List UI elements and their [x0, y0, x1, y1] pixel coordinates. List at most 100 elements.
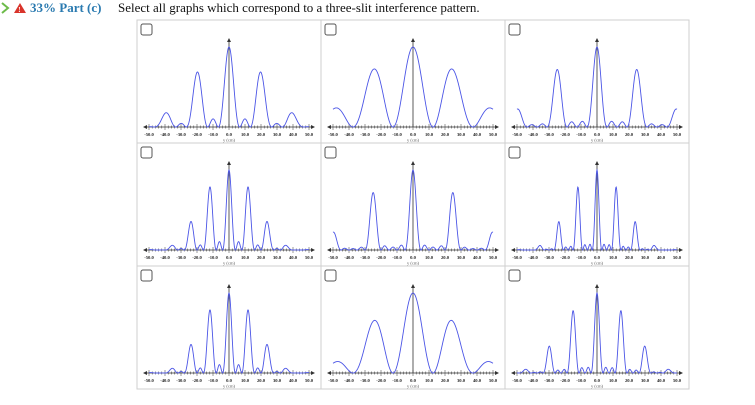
x-tick-label: 30.0: [273, 255, 282, 260]
warning-mark: !: [18, 6, 20, 14]
x-tick-label: -40.0: [160, 378, 170, 383]
x-tick-label: -20.0: [192, 255, 202, 260]
checkbox[interactable]: [140, 23, 153, 36]
x-tick-label: -40.0: [528, 378, 538, 383]
x-tick-label: 40.0: [473, 255, 482, 260]
part-label: 33% Part (c): [30, 0, 101, 15]
x-tick-label: 10.0: [425, 255, 434, 260]
x-tick-label: 10.0: [425, 132, 434, 137]
x-tick-label: 20.0: [257, 132, 266, 137]
x-axis-label: y (cm): [407, 261, 420, 266]
graph-cell: -50.0 -40.0 -30.0 -20.0 -10.0 0.0 10.0 20.0 30.0…: [136, 19, 322, 144]
x-axis-label: y (cm): [223, 261, 236, 266]
x-tick-label: -10.0: [208, 378, 218, 383]
graph-cell: -50.0 -40.0 -30.0 -20.0 -10.0 0.0 10.0 20.0 30.0…: [320, 142, 506, 267]
x-tick-label: -30.0: [176, 132, 186, 137]
x-axis-label: y (cm): [591, 261, 604, 266]
graph-cell: -50.0 -40.0 -30.0 -20.0 -10.0 0.0 10.0 20.0 30.0…: [320, 19, 506, 144]
x-tick-label: 40.0: [473, 132, 482, 137]
checkbox[interactable]: [508, 269, 521, 282]
x-tick-label: 0.0: [410, 255, 416, 260]
x-tick-label: 0.0: [410, 378, 416, 383]
x-tick-label: -50.0: [328, 132, 338, 137]
axis-arrow: [227, 284, 231, 288]
axis-arrow: [595, 161, 599, 165]
checkbox[interactable]: [508, 23, 521, 36]
x-tick-label: -40.0: [344, 378, 354, 383]
x-tick-label: 40.0: [657, 255, 666, 260]
x-tick-label: 20.0: [441, 255, 450, 260]
x-tick-label: -30.0: [544, 255, 554, 260]
x-tick-label: -30.0: [360, 132, 370, 137]
axis-arrow: [411, 161, 415, 165]
x-tick-label: 40.0: [473, 378, 482, 383]
x-tick-label: 0.0: [594, 378, 600, 383]
checkbox[interactable]: [324, 269, 337, 282]
x-tick-label: -40.0: [344, 132, 354, 137]
axis-arrow: [227, 161, 231, 165]
x-tick-label: 30.0: [457, 255, 466, 260]
x-axis-label: y (cm): [407, 384, 420, 389]
x-tick-label: -50.0: [144, 132, 154, 137]
graph-cell: -50.0 -40.0 -30.0 -20.0 -10.0 0.0 10.0 20.0 30.0…: [136, 265, 322, 390]
x-tick-label: 10.0: [425, 378, 434, 383]
x-tick-label: 0.0: [594, 255, 600, 260]
x-axis-label: y (cm): [591, 138, 604, 143]
x-tick-label: 10.0: [241, 255, 250, 260]
x-tick-label: 10.0: [609, 255, 618, 260]
x-tick-label: -20.0: [376, 132, 386, 137]
x-tick-label: 20.0: [625, 255, 634, 260]
x-tick-label: -20.0: [560, 255, 570, 260]
x-tick-label: -30.0: [360, 255, 370, 260]
checkbox[interactable]: [140, 269, 153, 282]
intensity-curve: [148, 292, 310, 374]
x-tick-label: 30.0: [457, 378, 466, 383]
intensity-curve: [148, 46, 310, 128]
x-tick-label: 50.0: [305, 378, 314, 383]
x-tick-label: 10.0: [609, 132, 618, 137]
graph-grid: -50.0 -40.0 -30.0 -20.0 -10.0 0.0 10.0 20.0 30.0…: [136, 19, 690, 390]
x-tick-label: 0.0: [226, 378, 232, 383]
x-tick-label: 20.0: [257, 378, 266, 383]
x-tick-label: -50.0: [328, 378, 338, 383]
x-tick-label: -20.0: [376, 378, 386, 383]
checkbox[interactable]: [508, 146, 521, 159]
prompt: Select all graphs which correspond to a …: [118, 0, 480, 15]
x-tick-label: -40.0: [344, 255, 354, 260]
intensity-curve: [148, 169, 310, 251]
x-tick-label: -10.0: [576, 255, 586, 260]
intensity-curve: [516, 291, 678, 374]
x-tick-label: -10.0: [392, 378, 402, 383]
warning-icon: [14, 3, 26, 13]
x-tick-label: -50.0: [512, 132, 522, 137]
checkbox[interactable]: [140, 146, 153, 159]
x-tick-label: 40.0: [657, 378, 666, 383]
x-tick-label: 30.0: [457, 132, 466, 137]
x-axis-label: y (cm): [223, 384, 236, 389]
graph-cell: -50.0 -40.0 -30.0 -20.0 -10.0 0.0 10.0 20.0 30.0…: [504, 19, 690, 144]
axis-arrow: [411, 284, 415, 288]
x-tick-label: 50.0: [673, 378, 682, 383]
checkbox[interactable]: [324, 146, 337, 159]
expand-arrow[interactable]: [1, 2, 10, 14]
intensity-curve: [332, 46, 494, 128]
x-tick-label: 10.0: [241, 132, 250, 137]
x-tick-label: -30.0: [176, 255, 186, 260]
x-tick-label: -10.0: [208, 255, 218, 260]
x-axis-label: y (cm): [223, 138, 236, 143]
intensity-curve: [332, 169, 494, 251]
x-axis-label: y (cm): [407, 138, 420, 143]
x-tick-label: -40.0: [528, 132, 538, 137]
x-tick-label: 30.0: [641, 132, 650, 137]
x-tick-label: 20.0: [625, 132, 634, 137]
checkbox[interactable]: [324, 23, 337, 36]
x-tick-label: 0.0: [226, 255, 232, 260]
x-tick-label: -50.0: [144, 255, 154, 260]
x-tick-label: -20.0: [560, 378, 570, 383]
axis-arrow: [595, 284, 599, 288]
x-tick-label: 50.0: [489, 378, 498, 383]
x-tick-label: 30.0: [273, 378, 282, 383]
x-tick-label: 20.0: [625, 378, 634, 383]
x-tick-label: 40.0: [289, 378, 298, 383]
